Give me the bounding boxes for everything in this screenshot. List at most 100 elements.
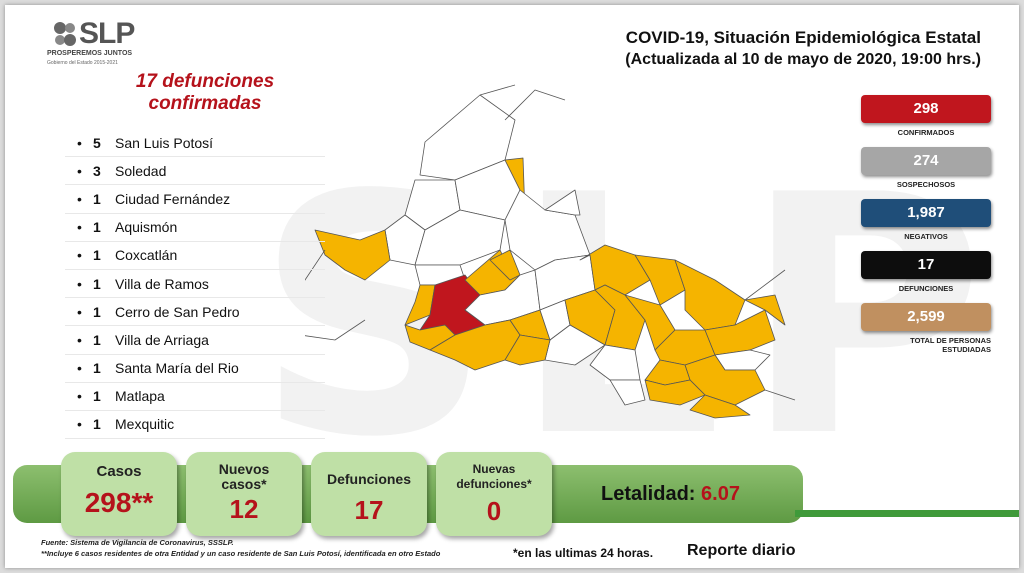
logo-government: Gobierno del Estado 2015-2021 [47,60,118,66]
slide: SLP SLP PROSPEREMOS JUNTOS Gobierno del … [5,5,1019,568]
stat-value-box: 274 [861,147,991,175]
header: COVID-19, Situación Epidemiológica Estat… [625,27,981,71]
municipality-region [744,294,786,326]
list-item: • 1 Villa de Arriaga [65,326,325,355]
logo-wordmark: SLP [79,17,135,50]
list-item: • 5 San Luis Potosí [65,129,325,158]
stat-label: SOSPECHOSOS [896,180,956,189]
footer-last24: *en las ultimas 24 horas. [513,546,654,560]
municipality-name: Matlapa [115,388,165,405]
bullet-icon: • [77,416,82,433]
death-count: 1 [93,331,101,348]
road-line [479,84,516,96]
letalidad-label: Letalidad: [601,483,696,505]
municipality-name: Coxcatlán [115,247,178,264]
bullet-icon: • [77,360,82,377]
municipality-name: Ciudad Fernández [115,190,231,207]
municipality-name: Cerro de San Pedro [115,303,240,320]
nuevas-defunciones-card: Nuevas defunciones* 0 [436,452,552,536]
list-item: • 1 Mexquitic [65,411,325,440]
municipality-name: Villa de Arriaga [115,331,209,348]
death-count: 1 [93,303,101,320]
state-map [305,84,796,419]
page-subtitle: (Actualizada al 10 de mayo de 2020, 19:0… [625,51,981,68]
casos-label: Casos [96,463,142,480]
defunciones-value: 17 [354,495,384,525]
deaths-title: 17 defunciones confirmadas [135,71,275,114]
municipality-name: San Luis Potosí [115,134,214,151]
stats-panel: 298 CONFIRMADOS 274 SOSPECHOSOS 1,987 NEGATIV… [861,95,991,364]
nuevas-defunciones-label: Nuevas defunciones* [456,462,532,491]
death-count: 1 [93,416,101,433]
bullet-icon: • [77,190,82,207]
nuevos-casos-card: Nuevos casos* 12 [186,452,302,536]
bullet-icon: • [77,162,82,179]
municipality-region [689,394,751,419]
list-item: • 1 Matlapa [65,383,325,411]
stat-label: NEGATIVOS [904,232,948,241]
letalidad-value: 6.07 [701,483,740,505]
road-line [305,319,366,341]
bullet-icon: • [77,275,82,292]
casos-card: Casos 298** [61,452,177,536]
municipality-region [594,284,646,351]
list-item: • 1 Cerro de San Pedro [65,298,325,327]
stat-label: TOTAL DE PERSONAS ESTUDIADAS [910,336,991,354]
page-title: COVID-19, Situación Epidemiológica Estat… [625,28,981,47]
road-line [744,269,786,301]
defunciones-label: Defunciones [326,471,411,487]
nuevos-casos-label: Nuevos casos* [218,461,270,492]
stat-value-box: 17 [861,251,991,279]
death-count: 1 [93,190,101,207]
bullet-icon: • [77,388,82,405]
road-line [504,89,566,121]
footer-note: **Incluye 6 casos residentes de otra Ent… [41,549,441,558]
footer-source: Fuente: Sistema de Vigilancia de Coronav… [41,538,234,547]
stat-value-box: 298 [861,95,991,123]
slp-logo: SLP PROSPEREMOS JUNTOS Gobierno del Esta… [45,17,141,77]
accent-line [795,510,1019,517]
municipality-name: Mexquitic [115,416,175,433]
municipality-name: Villa de Ramos [115,275,209,292]
list-item: • 1 Santa María del Rio [65,355,325,383]
slp-logo-mark-icon [54,22,76,46]
casos-value: 298** [84,487,154,518]
list-item: • 1 Aquismón [65,214,325,242]
municipality-region [504,334,551,366]
death-count: 1 [93,360,101,377]
road-line [305,249,326,281]
bullet-icon: • [77,303,82,320]
nuevas-defunciones-value: 0 [486,496,502,526]
stat-label: CONFIRMADOS [897,128,955,137]
death-count: 1 [93,388,101,405]
stat-value-box: 1,987 [861,199,991,227]
list-item: • 1 Ciudad Fernández [65,185,325,214]
list-item: • 1 Coxcatlán [65,242,325,270]
death-count: 5 [93,134,101,151]
death-count: 1 [93,219,101,236]
nuevos-casos-value: 12 [229,494,259,524]
municipality-name: Soledad [115,162,167,179]
municipality-name: Aquismón [115,219,178,236]
municipality-region [634,254,686,306]
death-count: 1 [93,275,101,292]
municipality-region [404,284,436,326]
stat-value-box: 2,599 [861,303,991,331]
bullet-icon: • [77,219,82,236]
letalidad: Letalidad: 6.07 [601,483,740,506]
death-count: 3 [93,162,101,179]
list-item: • 1 Villa de Ramos [65,270,325,299]
municipality-region [544,189,581,216]
death-count: 1 [93,247,101,264]
deaths-list: • 5 San Luis Potosí • 3 Soledad • 1 Ciudad Ferná… [65,129,325,440]
municipality-region [314,229,391,281]
list-item: • 3 Soledad [65,157,325,186]
stat-label: DEFUNCIONES [898,284,954,293]
defunciones-card: Defunciones 17 [311,452,427,536]
logo-tagline: PROSPEREMOS JUNTOS [47,50,133,57]
bullet-icon: • [77,134,82,151]
municipality-name: Santa María del Rio [115,360,239,377]
bullet-icon: • [77,247,82,264]
municipality-region [609,379,646,406]
municipality-region [674,259,746,331]
